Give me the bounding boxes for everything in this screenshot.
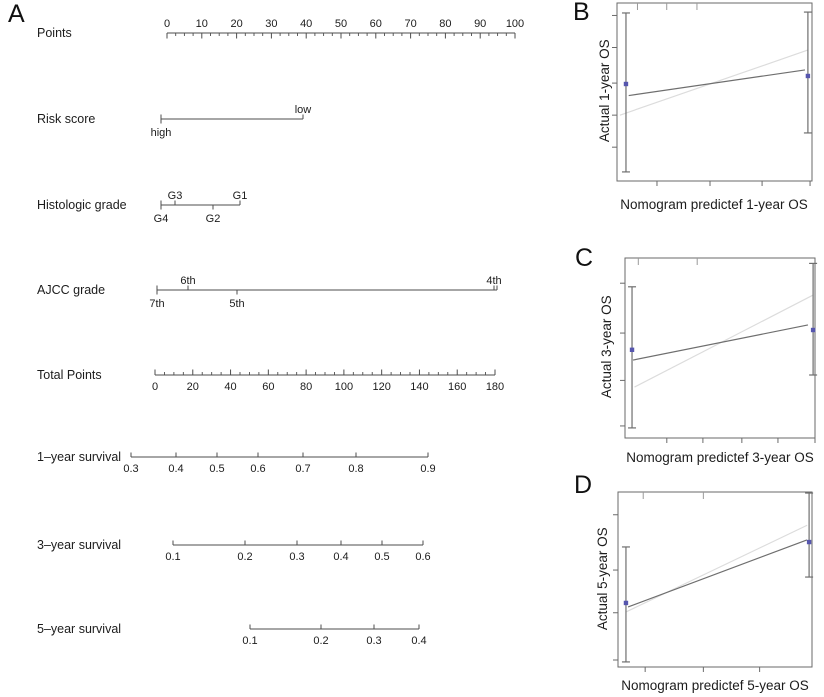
axis-tick-label: 160 — [448, 381, 466, 393]
axis-tick-label: 140 — [410, 381, 428, 393]
axis-tick-label: 10 — [196, 18, 208, 30]
nomogram-row-label: Total Points — [37, 368, 102, 382]
axis-tick-label: 0.6 — [415, 551, 430, 563]
data-point — [805, 73, 811, 79]
fit-line — [627, 539, 808, 608]
axis-tick-label: 0.2 — [237, 551, 252, 563]
axis-tick-label: 0.9 — [420, 463, 435, 475]
reference-line — [625, 524, 808, 613]
axis-tick-label: 70 — [404, 18, 416, 30]
axis-tick-label: 120 — [372, 381, 390, 393]
axis-tick-label: 0.1 — [165, 551, 180, 563]
axis-tick-label: 0.3 — [289, 551, 304, 563]
panel-a-nomogram: Points 0 10 20 30 40 50 60 70 80 90 100 Risk score hi… — [37, 18, 524, 647]
plot-box — [617, 491, 813, 668]
axis-tick-label: 80 — [439, 18, 451, 30]
axis-tick-label: 0.4 — [168, 463, 183, 475]
panel-d: D Actual 5-year OS Nomogram predictef 5-… — [560, 470, 824, 697]
panel-d-plot — [613, 491, 814, 672]
axis-tick-label: 100 — [506, 18, 524, 30]
panel-a-letter: A — [8, 0, 25, 28]
panel-b-plot — [612, 2, 813, 186]
axis-tick-label: 30 — [265, 18, 277, 30]
axis-tick-label: 40 — [300, 18, 312, 30]
category-label: 7th — [149, 298, 164, 310]
axis-tick-label: 0.5 — [374, 551, 389, 563]
nomogram-row-label: AJCC grade — [37, 283, 105, 297]
data-point — [623, 600, 629, 606]
panel-b-letter: B — [573, 0, 590, 26]
axis-tick-label: 0.1 — [242, 635, 257, 647]
category-label: G4 — [154, 213, 169, 225]
panel-c: C Actual 3-year OS Nomogram predictef 3-… — [560, 240, 824, 470]
axis-tick-label: 50 — [335, 18, 347, 30]
axis-tick-label: 0.3 — [123, 463, 138, 475]
nomogram-row-label: 5–year survival — [37, 622, 121, 636]
axis-tick-label: 0.4 — [411, 635, 426, 647]
panel-b: B Actual 1-year OS Nomogram predictef 1-… — [560, 0, 824, 235]
plot-box — [624, 257, 816, 439]
panel-b-x-axis-label: Nomogram predictef 1-year OS — [620, 197, 808, 212]
nomogram-row-label: Risk score — [37, 112, 95, 126]
axis-tick-label: 0 — [164, 18, 170, 30]
data-point — [629, 347, 635, 352]
data-point — [810, 327, 816, 333]
axis-tick-label: 0.4 — [333, 551, 348, 563]
axis-tick-label: 90 — [474, 18, 486, 30]
category-label: 4th — [486, 275, 501, 287]
panel-d-letter: D — [574, 471, 593, 499]
panel-d-x-axis-label: Nomogram predictef 5-year OS — [621, 678, 809, 693]
category-label: 5th — [229, 298, 244, 310]
category-label: low — [295, 104, 312, 116]
axis-tick-label: 0.3 — [366, 635, 381, 647]
axis-tick-label: 0.7 — [295, 463, 310, 475]
axis-tick-label: 100 — [335, 381, 353, 393]
panel-c-x-axis-label: Nomogram predictef 3-year OS — [626, 450, 814, 465]
axis-tick-label: 20 — [230, 18, 242, 30]
category-label: high — [151, 127, 172, 139]
fit-line — [628, 69, 806, 97]
nomogram-row-label: Histologic grade — [37, 198, 127, 212]
axis-tick-label: 0.8 — [348, 463, 363, 475]
plot-box — [616, 2, 813, 182]
data-point — [623, 81, 629, 87]
axis-tick-label: 0.2 — [313, 635, 328, 647]
nomogram-row-label: 3–year survival — [37, 538, 121, 552]
panel-c-plot — [620, 257, 818, 443]
axis-tick-label: 0.5 — [209, 463, 224, 475]
category-label: G2 — [206, 213, 221, 225]
data-point — [806, 539, 812, 545]
axis-tick-label: 20 — [187, 381, 199, 393]
axis-tick-label: 180 — [486, 381, 504, 393]
category-label: G1 — [233, 190, 248, 202]
axis-tick-label: 60 — [370, 18, 382, 30]
nomogram-row-label: 1–year survival — [37, 450, 121, 464]
axis-tick-label: 0.6 — [250, 463, 265, 475]
nomogram-row-label: Points — [37, 26, 72, 40]
panel-c-letter: C — [575, 244, 594, 272]
axis-tick-label: 40 — [224, 381, 236, 393]
axis-tick-label: 80 — [300, 381, 312, 393]
category-label: G3 — [168, 190, 183, 202]
reference-line — [634, 294, 814, 388]
axis-tick-label: 0 — [152, 381, 158, 393]
axis-tick-label: 60 — [262, 381, 274, 393]
category-label: 6th — [180, 275, 195, 287]
fit-line — [632, 324, 809, 361]
